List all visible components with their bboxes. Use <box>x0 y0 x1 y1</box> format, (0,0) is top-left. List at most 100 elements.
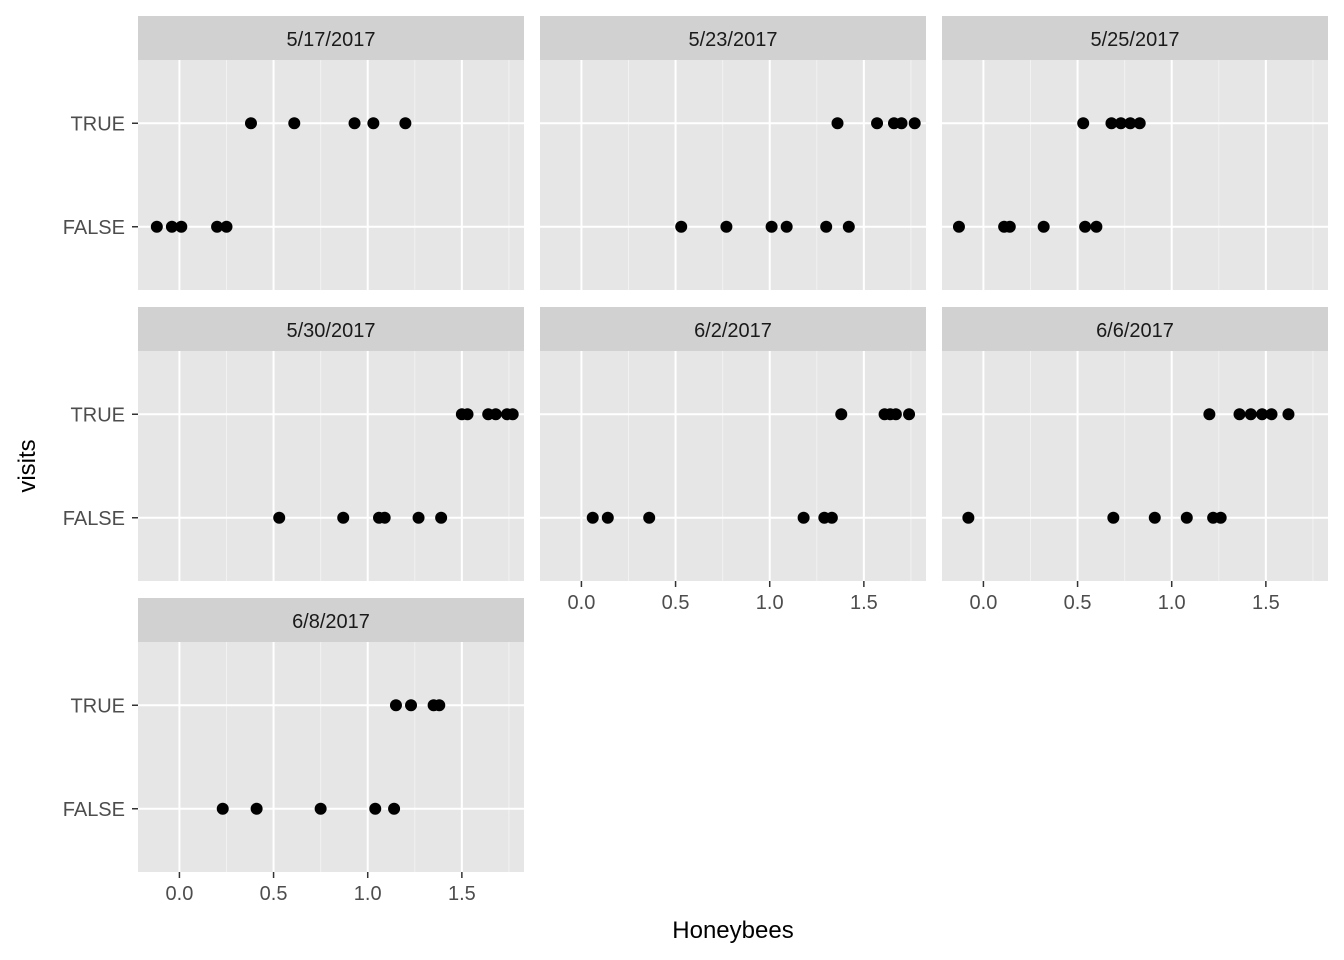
data-point <box>288 117 301 130</box>
data-point <box>389 699 402 712</box>
panel-background <box>540 351 926 581</box>
data-point <box>150 220 163 233</box>
data-point <box>314 802 327 815</box>
data-point <box>780 220 793 233</box>
data-point <box>871 117 884 130</box>
y-tick-label: FALSE <box>63 217 125 239</box>
x-tick-label: 0.0 <box>166 883 194 905</box>
data-point <box>1233 408 1246 421</box>
facet-strip-label: 5/17/2017 <box>287 29 376 51</box>
facet-panel: 5/23/2017 <box>540 16 926 290</box>
data-point <box>1244 408 1257 421</box>
data-point <box>216 802 229 815</box>
facet-strip <box>540 16 926 60</box>
facet-strip <box>540 307 926 351</box>
x-tick-label: 0.0 <box>568 592 596 614</box>
data-point <box>1265 408 1278 421</box>
panel-background <box>942 60 1328 290</box>
panel-background <box>138 642 524 872</box>
x-tick-label: 1.5 <box>850 592 878 614</box>
data-point <box>765 220 778 233</box>
facet-panel: 6/2/2017 0.0 0.5 1.0 1.5 <box>540 307 926 614</box>
data-point <box>337 511 350 524</box>
data-point <box>820 220 833 233</box>
data-point <box>175 220 188 233</box>
y-axis-title: visits <box>14 439 41 492</box>
facet-strip <box>942 307 1328 351</box>
data-point <box>1180 511 1193 524</box>
facet-strip-label: 6/6/2017 <box>1096 320 1174 342</box>
facet-panel: 6/6/2017 0.0 0.5 1.0 1.5 <box>942 307 1328 614</box>
data-point <box>1203 408 1216 421</box>
x-tick-label: 1.0 <box>756 592 784 614</box>
data-point <box>433 699 446 712</box>
x-tick-label: 1.5 <box>448 883 476 905</box>
data-point <box>244 117 257 130</box>
x-tick-label: 0.5 <box>662 592 690 614</box>
data-point <box>962 511 975 524</box>
facet-panel: 6/8/2017 FALSE TRUE 0.0 0.5 1.0 1.5 <box>63 598 524 905</box>
facet-strip <box>942 16 1328 60</box>
data-point <box>903 408 916 421</box>
data-point <box>1037 220 1050 233</box>
panel-background <box>138 351 524 581</box>
data-point <box>1114 117 1127 130</box>
facet-panel: 5/17/2017 FALSE TRUE <box>63 16 524 290</box>
data-point <box>211 220 224 233</box>
data-point <box>1090 220 1103 233</box>
data-point <box>165 220 178 233</box>
x-tick-label: 1.5 <box>1252 592 1280 614</box>
data-point <box>378 511 391 524</box>
data-point <box>825 511 838 524</box>
x-tick-label: 0.5 <box>260 883 288 905</box>
data-point <box>1214 511 1227 524</box>
data-point <box>835 408 848 421</box>
data-point <box>601 511 614 524</box>
y-tick-label: FALSE <box>63 799 125 821</box>
data-point <box>1105 117 1118 130</box>
data-point <box>842 220 855 233</box>
data-point <box>1256 408 1269 421</box>
data-point <box>367 117 380 130</box>
data-point <box>273 511 286 524</box>
facet-strip-label: 6/2/2017 <box>694 320 772 342</box>
y-tick-label: TRUE <box>71 404 125 426</box>
data-point <box>412 511 425 524</box>
data-point <box>952 220 965 233</box>
data-point <box>895 117 908 130</box>
facet-strip-label: 5/30/2017 <box>287 320 376 342</box>
facet-strip <box>138 307 524 351</box>
data-point <box>586 511 599 524</box>
facet-strip-label: 5/23/2017 <box>689 29 778 51</box>
data-point <box>461 408 474 421</box>
panel-background <box>138 60 524 290</box>
data-point <box>220 220 233 233</box>
data-point <box>720 220 733 233</box>
data-point <box>675 220 688 233</box>
data-point <box>506 408 519 421</box>
data-point <box>405 699 418 712</box>
x-tick-label: 0.5 <box>1064 592 1092 614</box>
panel-background <box>942 351 1328 581</box>
data-point <box>250 802 263 815</box>
data-point <box>1107 511 1120 524</box>
data-point <box>348 117 361 130</box>
data-point <box>831 117 844 130</box>
y-tick-label: TRUE <box>71 695 125 717</box>
y-tick-label: FALSE <box>63 508 125 530</box>
facet-panel: 5/25/2017 <box>942 16 1328 290</box>
x-tick-label: 0.0 <box>970 592 998 614</box>
data-point <box>908 117 921 130</box>
data-point <box>1282 408 1295 421</box>
data-point <box>643 511 656 524</box>
facet-strip <box>138 598 524 642</box>
y-tick-label: TRUE <box>71 113 125 135</box>
facet-panels: 5/17/2017 FALSE TRUE 5/23/2017 5/25/2017 5/30… <box>63 16 1328 905</box>
x-tick-label: 1.0 <box>1158 592 1186 614</box>
data-point <box>399 117 412 130</box>
data-point <box>797 511 810 524</box>
x-axis-title: Honeybees <box>672 917 793 944</box>
x-tick-label: 1.0 <box>354 883 382 905</box>
data-point <box>388 802 401 815</box>
